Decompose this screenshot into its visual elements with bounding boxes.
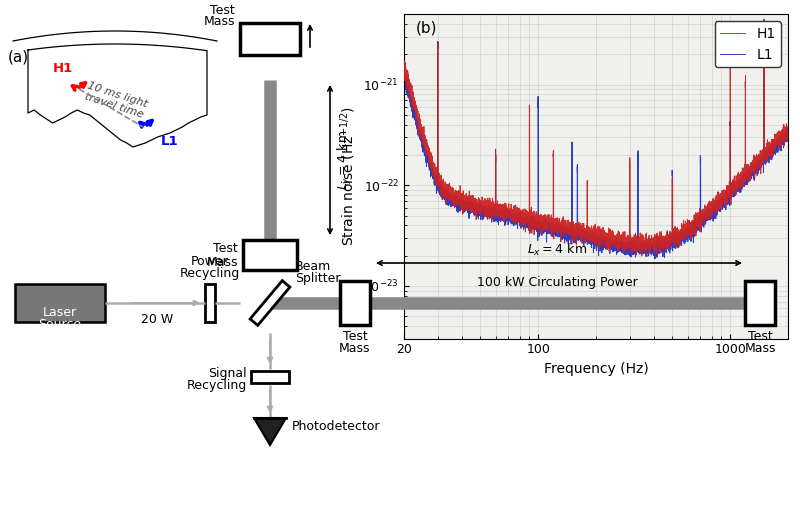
Text: $L_y = 4$ km: $L_y = 4$ km (336, 130, 354, 190)
Text: Mass: Mass (206, 256, 238, 268)
Text: Recycling: Recycling (186, 379, 247, 392)
Bar (745, 281, 775, 325)
Text: Source: Source (38, 319, 82, 331)
L1 (649, 236, 658, 243)
Text: H1: H1 (53, 62, 73, 75)
H1 (686, 227, 695, 233)
L1 (399, 72, 409, 79)
Legend: H1, L1: H1, L1 (714, 21, 781, 67)
Bar (250, 281, 290, 326)
Line: L1: L1 (404, 41, 788, 259)
Bar (251, 371, 289, 383)
Text: Test: Test (748, 330, 772, 343)
H1 (715, 199, 725, 205)
H1 (637, 253, 646, 259)
H1 (759, 16, 769, 22)
Text: Test: Test (342, 330, 367, 343)
Bar (240, 23, 300, 55)
Text: Splitter: Splitter (295, 272, 341, 285)
Bar (340, 281, 370, 325)
Text: Laser: Laser (43, 307, 77, 320)
H1 (630, 235, 639, 242)
Y-axis label: Strain noise (Hz$^{-1/2}$): Strain noise (Hz$^{-1/2}$) (338, 107, 358, 246)
L1 (630, 241, 639, 247)
Text: 10 ms light
travel time: 10 ms light travel time (83, 80, 149, 120)
Text: Power: Power (191, 255, 229, 268)
H1 (783, 133, 793, 139)
Text: Mass: Mass (203, 15, 235, 28)
Text: L1: L1 (161, 135, 178, 148)
Line: H1: H1 (404, 19, 788, 256)
L1 (469, 207, 478, 214)
L1 (546, 223, 555, 229)
X-axis label: Frequency (Hz): Frequency (Hz) (544, 362, 648, 376)
H1 (469, 203, 478, 209)
H1 (649, 248, 658, 254)
Text: (a): (a) (8, 50, 29, 65)
Text: Mass: Mass (744, 342, 776, 355)
L1 (783, 128, 793, 134)
Text: Test: Test (214, 242, 238, 255)
Polygon shape (254, 418, 286, 445)
L1 (650, 256, 659, 262)
L1 (433, 38, 442, 45)
Bar (205, 284, 215, 322)
H1 (399, 69, 409, 75)
Bar (243, 240, 297, 270)
Bar (15, 284, 105, 322)
Text: Signal: Signal (208, 366, 247, 380)
Text: 100 kW Circulating Power: 100 kW Circulating Power (477, 276, 638, 289)
Text: Recycling: Recycling (180, 267, 240, 280)
Text: Photodetector: Photodetector (292, 419, 381, 433)
L1 (686, 232, 695, 238)
H1 (546, 218, 555, 225)
Text: 20 W: 20 W (142, 313, 174, 326)
L1 (715, 206, 725, 212)
Text: Mass: Mass (339, 342, 370, 355)
Text: Test: Test (210, 4, 235, 17)
Text: Beam: Beam (295, 260, 331, 273)
Text: $L_x = 4$ km: $L_x = 4$ km (527, 242, 587, 258)
Text: (b): (b) (415, 20, 437, 36)
